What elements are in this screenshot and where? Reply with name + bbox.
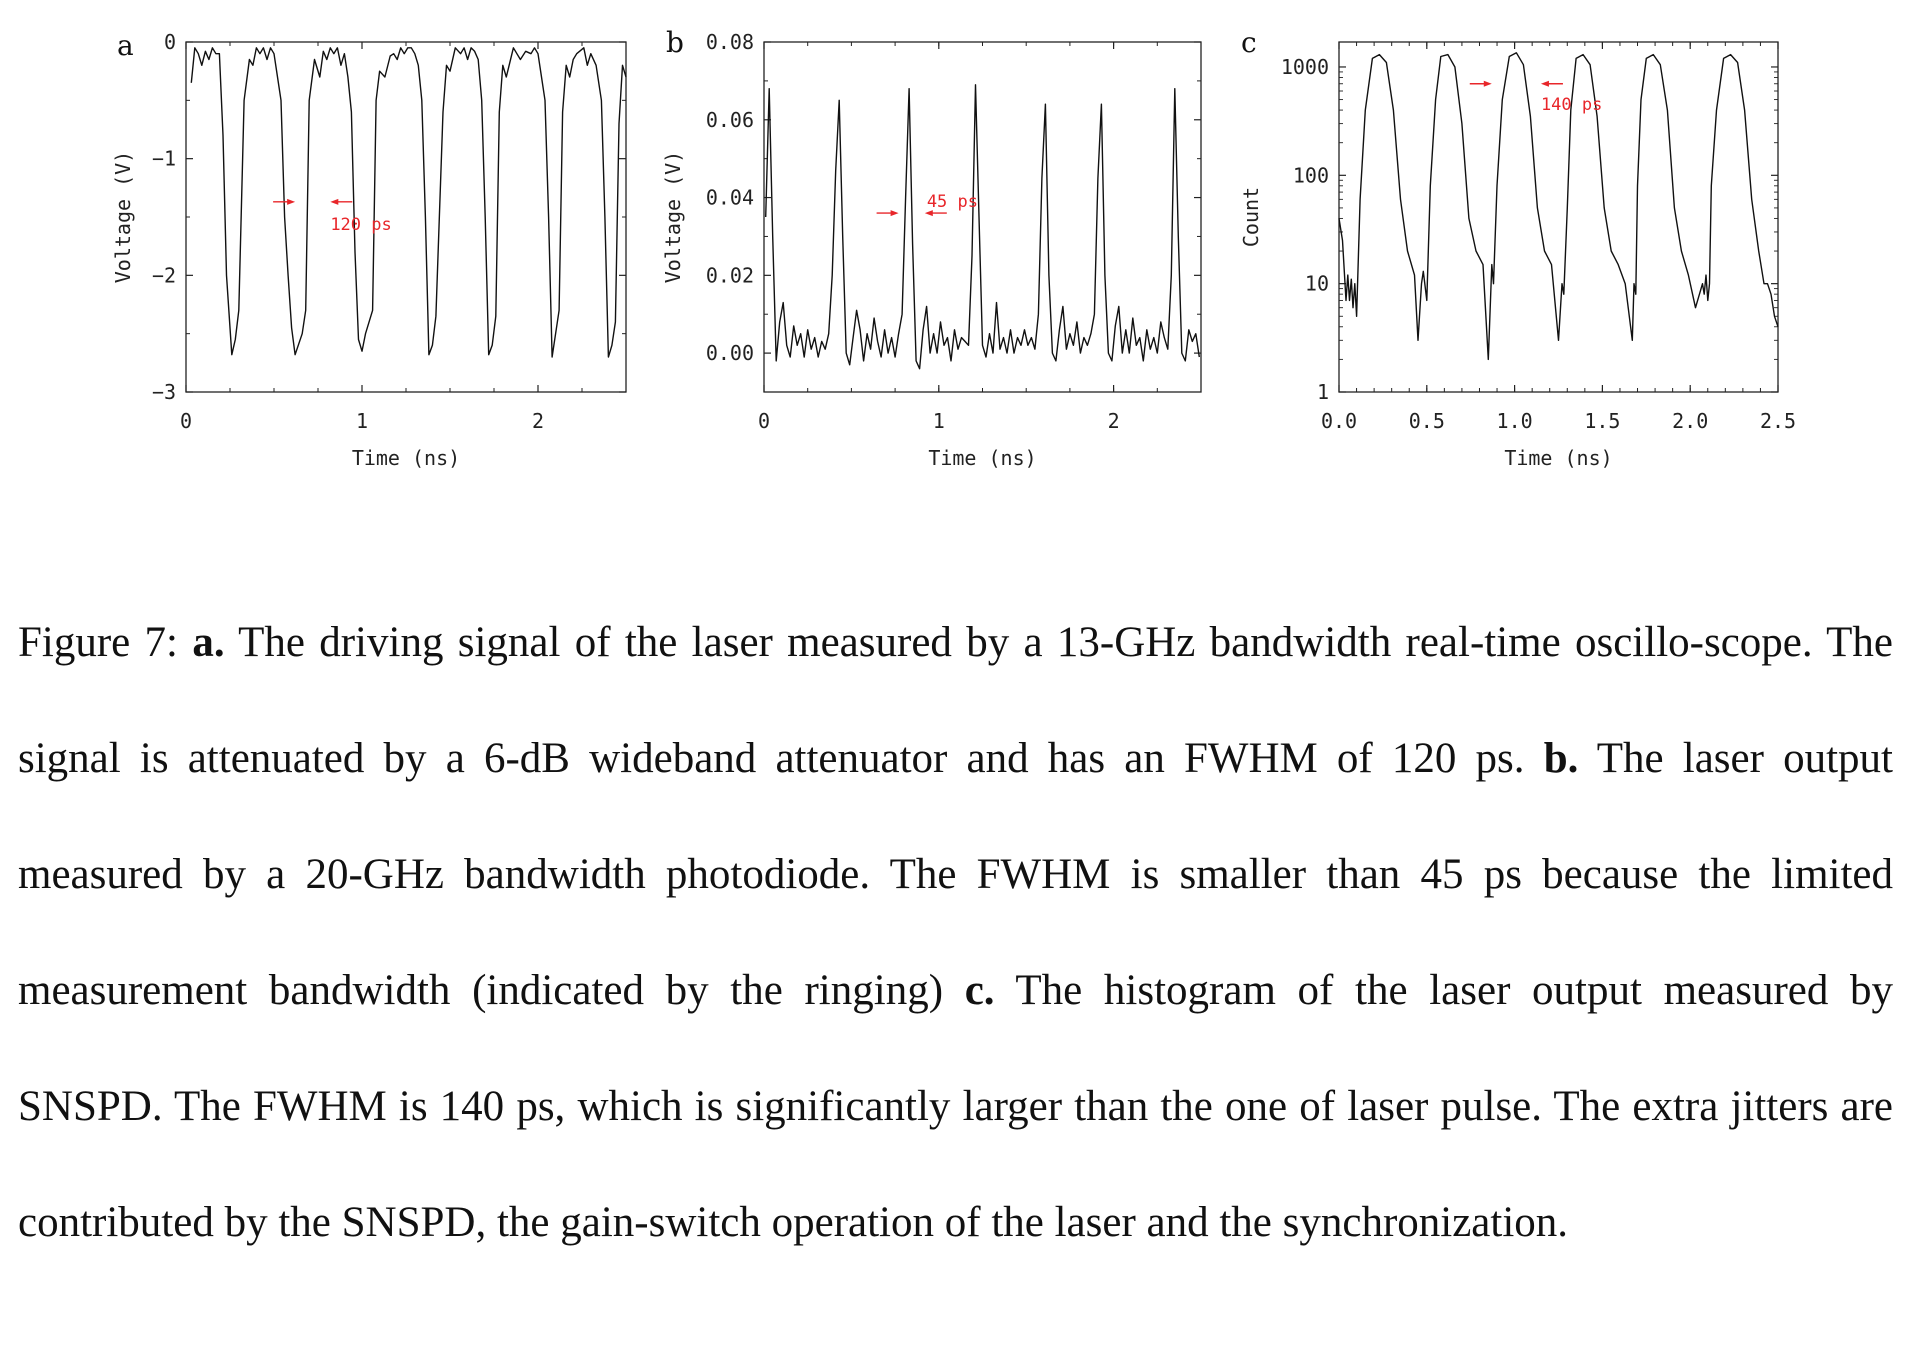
caption-b-text: The laser output measured by a 20-GHz ba…	[18, 735, 1893, 1014]
fwhm-arrowhead-left	[1483, 80, 1492, 87]
x-tick-label: 2.5	[1760, 409, 1796, 433]
y-tick-label: 0	[164, 30, 176, 54]
x-tick-label: 0	[180, 409, 192, 433]
fwhm-arrowhead-right	[330, 198, 339, 205]
x-tick-label: 1.5	[1584, 409, 1620, 433]
plot-frame	[185, 41, 627, 393]
series-line	[765, 84, 1200, 370]
panel-b: 0 1 2 0.00 0.02 0.04 0.06 0.08 Time (ns) Voltage …	[661, 26, 1202, 470]
panel-a: 0 1 2 0 −1 −2 −3 Time (ns) Voltage (V) a 120 ps	[111, 29, 627, 470]
y-tick-label: −1	[152, 147, 176, 171]
series-line	[190, 47, 627, 358]
y-tick-label: 1	[1317, 380, 1329, 404]
y-tick-label: 0.08	[706, 30, 754, 54]
x-tick-label: 1	[356, 409, 368, 433]
x-tick-label: 1	[933, 409, 945, 433]
x-tick-label: 2.0	[1672, 409, 1708, 433]
y-tick-label: 0.02	[706, 263, 754, 287]
x-axis-title: Time (ns)	[352, 446, 460, 470]
caption-c-label: c.	[964, 967, 995, 1014]
x-tick-label: 2	[1108, 409, 1120, 433]
y-tick-label: −2	[152, 263, 176, 287]
fwhm-arrowhead-left	[890, 210, 899, 217]
panel-letter: c	[1241, 26, 1257, 59]
caption-a-text: The driving signal of the laser measured…	[18, 619, 1893, 782]
y-axis-title: Voltage (V)	[111, 151, 135, 283]
y-tick-label: 100	[1293, 163, 1329, 187]
y-tick-label: 10	[1305, 272, 1329, 296]
plot-frame	[1338, 41, 1779, 393]
figure-caption: Figure 7: a. The driving signal of the l…	[18, 585, 1893, 1281]
panel-letter: b	[666, 26, 684, 59]
fwhm-annotation: 45 ps	[927, 192, 978, 212]
y-tick-label: 0.04	[706, 186, 754, 210]
x-tick-label: 2	[532, 409, 544, 433]
x-tick-label: 0.0	[1321, 409, 1357, 433]
y-axis-title: Voltage (V)	[661, 151, 685, 283]
caption-prefix: Figure 7:	[18, 619, 193, 666]
y-tick-label: 1000	[1281, 55, 1329, 79]
y-tick-label: −3	[152, 380, 176, 404]
series-line	[1338, 52, 1779, 361]
caption-a-label: a.	[192, 619, 225, 666]
caption-c-text: The histogram of the laser output measur…	[18, 967, 1893, 1246]
y-tick-label: 0.00	[706, 341, 754, 365]
panel-letter: a	[117, 29, 134, 62]
y-tick-label: 0.06	[706, 108, 754, 132]
figure-7: 0 1 2 0 −1 −2 −3 Time (ns) Voltage (V) a 120 ps 0 1 2…	[0, 0, 1910, 500]
caption-b-label: b.	[1543, 735, 1579, 782]
fwhm-arrowhead-left	[287, 198, 296, 205]
fwhm-arrowhead-right	[1540, 80, 1549, 87]
panel-c: 0.0 0.5 1.0 1.5 2.0 2.5 1 10 100 1000 Time (ns) Cou…	[1239, 26, 1796, 470]
fwhm-arrowhead-right	[924, 210, 933, 217]
x-axis-title: Time (ns)	[928, 446, 1036, 470]
x-tick-label: 0.5	[1409, 409, 1445, 433]
fwhm-annotation: 120 ps	[330, 215, 391, 235]
x-tick-label: 1.0	[1497, 409, 1533, 433]
x-tick-label: 0	[758, 409, 770, 433]
y-axis-title: Count	[1239, 187, 1263, 247]
figure-svg: 0 1 2 0 −1 −2 −3 Time (ns) Voltage (V) a 120 ps 0 1 2…	[111, 26, 1796, 470]
fwhm-annotation: 140 ps	[1541, 95, 1602, 115]
x-axis-title: Time (ns)	[1504, 446, 1612, 470]
